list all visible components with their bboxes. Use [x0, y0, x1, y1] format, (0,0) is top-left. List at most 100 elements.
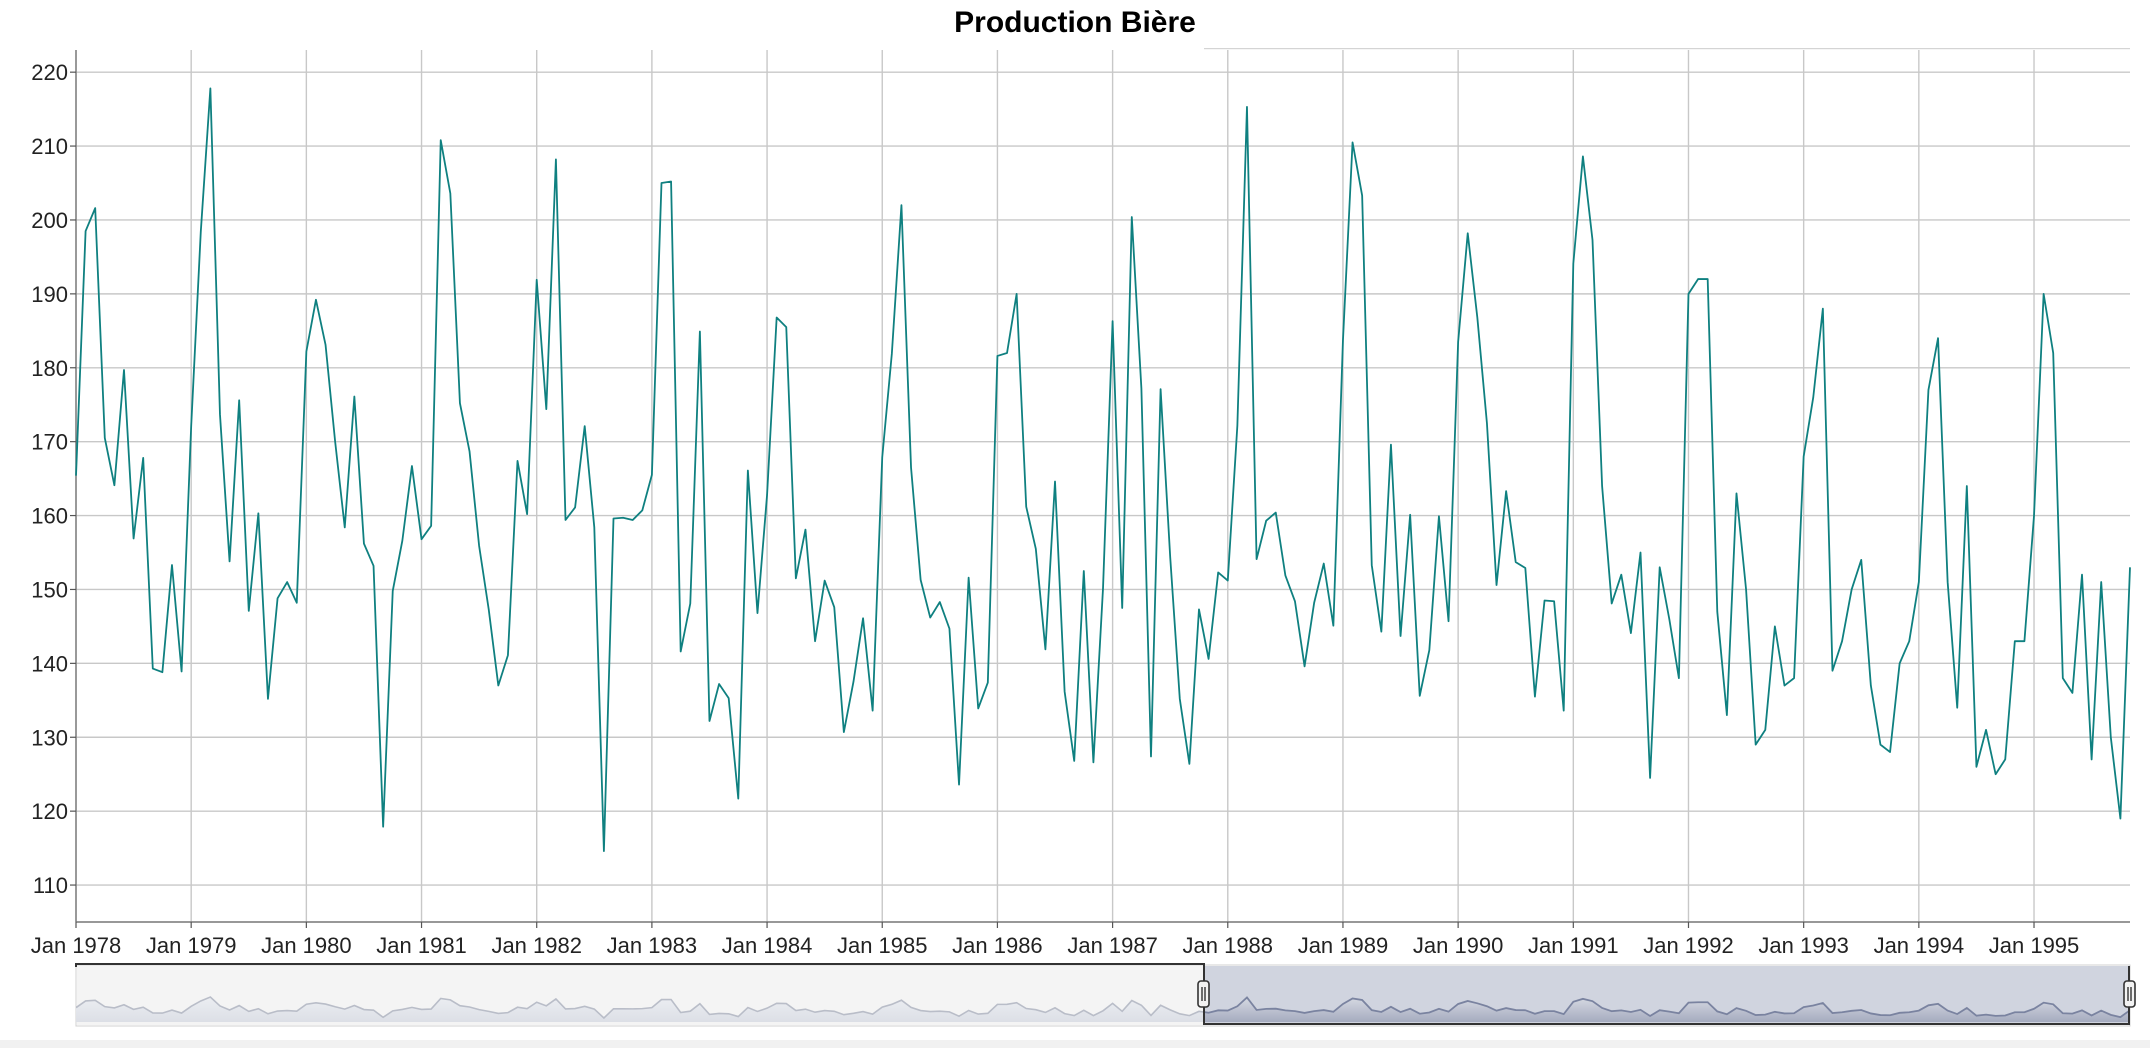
data-point[interactable] — [1866, 681, 1876, 691]
data-point[interactable] — [1683, 289, 1693, 299]
data-point[interactable] — [1184, 759, 1194, 769]
data-point[interactable] — [1751, 740, 1761, 750]
data-point[interactable] — [1472, 313, 1482, 323]
data-point[interactable] — [992, 351, 1002, 361]
data-point[interactable] — [800, 525, 810, 535]
data-point[interactable] — [1943, 577, 1953, 587]
data-point[interactable] — [1415, 691, 1425, 701]
data-point[interactable] — [1088, 757, 1098, 767]
data-point[interactable] — [1885, 747, 1895, 757]
data-point[interactable] — [647, 470, 657, 480]
data-point[interactable] — [1252, 554, 1262, 564]
data-point[interactable] — [618, 513, 628, 523]
data-point[interactable] — [1069, 756, 1079, 766]
data-point[interactable] — [2087, 754, 2097, 764]
data-point[interactable] — [762, 490, 772, 500]
data-point[interactable] — [877, 452, 887, 462]
data-point[interactable] — [205, 83, 215, 93]
data-point[interactable] — [1165, 552, 1175, 562]
data-point[interactable] — [1731, 488, 1741, 498]
data-point[interactable] — [1444, 616, 1454, 626]
data-point[interactable] — [1607, 598, 1617, 608]
data-point[interactable] — [340, 522, 350, 532]
data-point[interactable] — [1309, 598, 1319, 608]
data-point[interactable] — [1117, 603, 1127, 613]
data-point[interactable] — [2039, 289, 2049, 299]
data-point[interactable] — [839, 727, 849, 737]
data-point[interactable] — [109, 480, 119, 490]
data-point[interactable] — [1146, 751, 1156, 761]
data-point[interactable] — [2000, 754, 2010, 764]
data-point[interactable] — [138, 453, 148, 463]
data-point[interactable] — [685, 598, 695, 608]
data-point[interactable] — [1540, 596, 1550, 606]
data-point[interactable] — [349, 392, 359, 402]
data-point[interactable] — [532, 275, 542, 285]
data-point[interactable] — [1050, 477, 1060, 487]
data-point[interactable] — [1511, 557, 1521, 567]
data-point[interactable] — [1300, 661, 1310, 671]
data-point[interactable] — [378, 822, 388, 832]
data-point[interactable] — [2048, 348, 2058, 358]
data-point[interactable] — [944, 624, 954, 634]
data-point[interactable] — [1626, 628, 1636, 638]
data-point[interactable] — [906, 463, 916, 473]
navigator-right-handle[interactable] — [2123, 980, 2136, 1008]
data-point[interactable] — [445, 188, 455, 198]
data-point[interactable] — [1232, 420, 1242, 430]
data-point[interactable] — [896, 200, 906, 210]
data-point[interactable] — [484, 604, 494, 614]
data-point[interactable] — [743, 465, 753, 475]
data-point[interactable] — [1501, 486, 1511, 496]
data-point[interactable] — [1770, 621, 1780, 631]
data-point[interactable] — [321, 340, 331, 350]
data-point[interactable] — [983, 678, 993, 688]
data-point[interactable] — [2106, 732, 2116, 742]
data-point[interactable] — [608, 514, 618, 524]
data-point[interactable] — [1597, 481, 1607, 491]
data-point[interactable] — [1904, 636, 1914, 646]
data-point[interactable] — [1280, 570, 1290, 580]
data-point[interactable] — [167, 560, 177, 570]
data-point[interactable] — [820, 576, 830, 586]
data-point[interactable] — [1434, 511, 1444, 521]
data-point[interactable] — [561, 515, 571, 525]
data-point[interactable] — [330, 437, 340, 447]
data-point[interactable] — [1952, 703, 1962, 713]
data-point[interactable] — [810, 636, 820, 646]
data-point[interactable] — [465, 446, 475, 456]
data-point[interactable] — [1213, 567, 1223, 577]
data-point[interactable] — [1079, 566, 1089, 576]
data-point[interactable] — [1424, 645, 1434, 655]
data-point[interactable] — [186, 421, 196, 431]
data-point[interactable] — [599, 846, 609, 856]
range-navigator[interactable] — [75, 963, 2136, 1027]
data-point[interactable] — [1108, 316, 1118, 326]
data-point[interactable] — [551, 154, 561, 164]
data-point[interactable] — [695, 327, 705, 337]
data-point[interactable] — [157, 667, 167, 677]
data-point[interactable] — [1136, 383, 1146, 393]
data-point[interactable] — [1040, 644, 1050, 654]
data-point[interactable] — [1319, 559, 1329, 569]
data-point[interactable] — [1242, 102, 1252, 112]
data-point[interactable] — [589, 522, 599, 532]
data-point[interactable] — [733, 794, 743, 804]
data-point[interactable] — [1722, 710, 1732, 720]
data-point[interactable] — [301, 347, 311, 357]
data-point[interactable] — [1290, 596, 1300, 606]
data-point[interactable] — [100, 433, 110, 443]
data-point[interactable] — [580, 421, 590, 431]
data-point[interactable] — [397, 536, 407, 546]
data-point[interactable] — [1923, 385, 1933, 395]
data-point[interactable] — [1991, 769, 2001, 779]
data-point[interactable] — [407, 461, 417, 471]
data-point[interactable] — [1386, 440, 1396, 450]
data-point[interactable] — [1712, 607, 1722, 617]
data-point[interactable] — [2058, 673, 2068, 683]
data-point[interactable] — [714, 679, 724, 689]
data-point[interactable] — [1741, 584, 1751, 594]
data-point[interactable] — [781, 322, 791, 332]
data-point[interactable] — [1827, 666, 1837, 676]
data-point[interactable] — [724, 693, 734, 703]
